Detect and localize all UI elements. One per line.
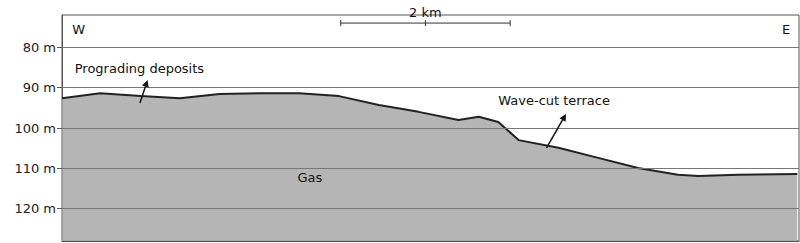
svg-text:Wave-cut terrace: Wave-cut terrace [498, 93, 610, 108]
svg-text:110 m: 110 m [14, 161, 56, 176]
svg-text:Prograding deposits: Prograding deposits [75, 61, 205, 76]
svg-text:Gas: Gas [298, 170, 323, 185]
svg-text:90 m: 90 m [23, 80, 56, 95]
svg-text:120 m: 120 m [14, 201, 56, 216]
svg-text:W: W [72, 22, 85, 37]
svg-text:2 km: 2 km [409, 5, 442, 20]
svg-text:80 m: 80 m [23, 40, 56, 55]
svg-text:100 m: 100 m [14, 121, 56, 136]
svg-text:E: E [782, 22, 790, 37]
